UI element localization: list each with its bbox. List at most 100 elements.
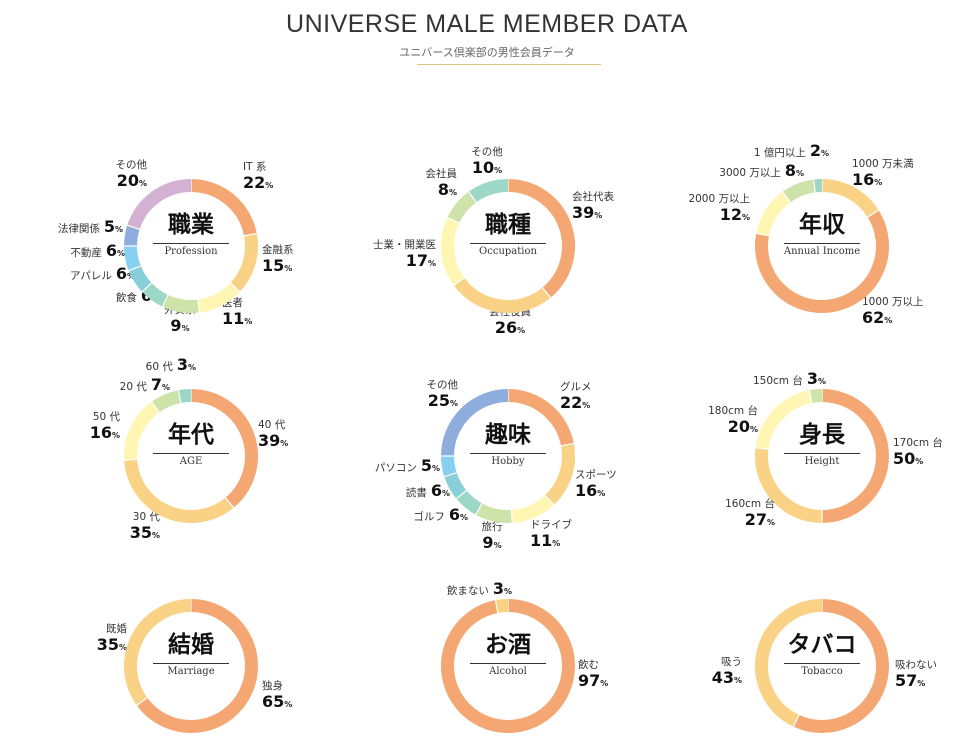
- slice-label: 独身 65%: [262, 679, 292, 712]
- donut-slice: [441, 389, 509, 457]
- slice-label: その他 25%: [427, 378, 459, 411]
- slice-value: 26: [494, 318, 518, 337]
- slice-name: 独身: [262, 680, 283, 692]
- slice-label: 60 代 3%: [146, 356, 196, 376]
- chart-subtitle: Tobacco: [801, 666, 843, 677]
- donut-slice: [475, 503, 513, 523]
- slice-label: その他 20%: [116, 158, 148, 191]
- slice-label: 士業・開業医 17%: [373, 238, 436, 271]
- donut-slice: [756, 191, 791, 237]
- slice-name: グルメ: [560, 381, 592, 393]
- slice-label: その他 10%: [471, 145, 503, 178]
- slice-separator: [127, 224, 140, 230]
- slice-name: その他: [471, 146, 503, 158]
- percent-sign: %: [244, 317, 253, 326]
- donut-slice: [124, 599, 192, 706]
- slice-label: 20 代 7%: [120, 376, 170, 396]
- slice-separator: [141, 282, 153, 293]
- slice-separator: [782, 191, 791, 203]
- slice-value: 5: [420, 456, 432, 475]
- slice-value: 3: [492, 579, 504, 598]
- donut-slice: [124, 225, 140, 247]
- slice-separator: [468, 191, 477, 203]
- slice-label: IT 系 22%: [243, 160, 273, 193]
- chart-subtitle: Annual Income: [783, 246, 861, 257]
- slice-value: 3: [176, 355, 188, 374]
- donut-slice: [197, 282, 240, 313]
- percent-sign: %: [431, 464, 440, 473]
- slice-label: 180cm 台 20%: [708, 404, 758, 437]
- slice-name: 150cm 台: [752, 375, 803, 387]
- page-title: UNIVERSE MALE MEMBER DATA: [286, 10, 688, 38]
- chart-title: 身長: [799, 422, 845, 448]
- percent-sign: %: [817, 377, 826, 386]
- slice-value: 11: [222, 309, 245, 328]
- slice-separator: [813, 179, 816, 193]
- slice-value: 10: [471, 158, 495, 177]
- percent-sign: %: [111, 431, 120, 440]
- slice-name: 不動産: [70, 247, 102, 259]
- chart-center-title: 年代 AGE: [141, 420, 241, 467]
- slice-label: 50 代 16%: [90, 410, 120, 443]
- percent-sign: %: [594, 211, 603, 220]
- slice-label: 170cm 台 50%: [893, 436, 943, 469]
- slice-name: 吸わない: [895, 659, 937, 671]
- slice-value: 22: [243, 173, 266, 192]
- slice-name: 会社代表: [572, 191, 614, 203]
- chart-center-title: 結婚 Marriage: [141, 630, 241, 677]
- chart-subtitle: Alcohol: [489, 666, 527, 677]
- slice-name: 1000 万以上: [862, 296, 924, 308]
- slice-label: 不動産 6%: [70, 242, 125, 262]
- slice-separator: [808, 390, 813, 404]
- percent-sign: %: [116, 249, 125, 258]
- title-underline: [470, 453, 546, 454]
- percent-sign: %: [884, 316, 893, 325]
- percent-sign: %: [459, 513, 468, 522]
- slice-value: 39: [572, 203, 595, 222]
- slice-separator: [243, 232, 257, 237]
- donut-slice: [468, 179, 509, 203]
- slice-value: 35: [96, 635, 119, 654]
- slice-name: 飲まない: [446, 585, 489, 597]
- slice-label: 既婚 35%: [97, 622, 127, 655]
- donut-slice: [124, 245, 141, 271]
- chart-title: タバコ: [787, 632, 857, 658]
- slice-separator: [161, 294, 169, 307]
- percent-sign: %: [441, 489, 450, 498]
- slice-name: 1 億円以上: [753, 147, 806, 159]
- chart-subtitle: Hobby: [491, 456, 525, 467]
- slice-separator: [867, 209, 879, 218]
- donut-slice: [495, 599, 509, 613]
- percent-sign: %: [284, 264, 293, 273]
- percent-sign: %: [114, 225, 123, 234]
- slice-separator: [756, 232, 770, 237]
- donut-slice: [142, 282, 169, 307]
- slice-value: 5: [103, 217, 115, 236]
- slice-separator: [229, 282, 241, 293]
- slice-value: 62: [862, 308, 885, 327]
- title-underline: [153, 453, 229, 454]
- slice-value: 6: [448, 505, 460, 524]
- chart-center-title: 身長 Height: [772, 420, 872, 467]
- slice-value: 7: [150, 375, 162, 394]
- donut-slice: [809, 389, 823, 403]
- slice-label: 吸う 43%: [712, 655, 742, 688]
- slice-name: 170cm 台: [893, 437, 943, 449]
- donut-svg: [124, 389, 258, 523]
- donut-svg: [755, 389, 889, 523]
- donut-slice: [441, 599, 575, 733]
- slice-separator: [494, 600, 499, 614]
- slice-value: 25: [427, 391, 450, 410]
- percent-sign: %: [181, 324, 190, 333]
- slice-name: その他: [115, 159, 148, 171]
- slice-value: 22: [560, 393, 583, 412]
- chart-center-title: 職種 Occupation: [458, 210, 558, 257]
- slice-name: 吸う: [721, 656, 742, 668]
- slice-separator: [453, 277, 465, 286]
- slice-label: ゴルフ 6%: [413, 506, 468, 526]
- percent-sign: %: [597, 489, 606, 498]
- percent-sign: %: [582, 401, 591, 410]
- slice-separator: [455, 489, 467, 500]
- donut-slice: [230, 233, 258, 292]
- slice-separator: [124, 458, 138, 461]
